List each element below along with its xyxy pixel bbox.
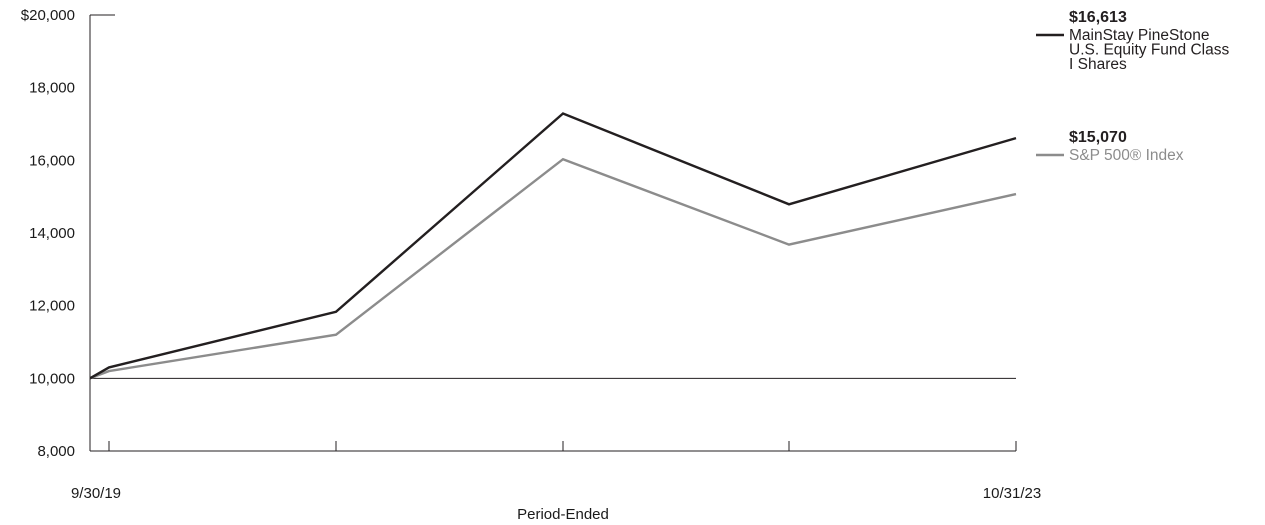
y-tick-label: 14,000 [29,225,75,242]
x-axis: 9/30/19 10/31/23 [71,441,1041,502]
y-tick-label: 16,000 [29,152,75,169]
y-tick-label: $20,000 [21,7,75,24]
legend-name-line: I Shares [1069,56,1127,73]
legend-name-line: MainStay PineStone [1069,27,1209,44]
x-tick-label: 10/31/23 [983,485,1041,502]
legend-name-line: S&P 500® Index [1069,147,1184,164]
y-axis: 8,000 10,000 12,000 14,000 16,000 18,000 $20,0… [21,7,1016,460]
y-tick-label: 10,000 [29,370,75,387]
x-tick-label: 9/30/19 [71,485,121,502]
series-line-1 [89,112,1017,380]
legend-value-1: $16,613 [1069,9,1127,26]
y-tick-label: 12,000 [29,298,75,315]
legend-name-line: U.S. Equity Fund Class [1069,42,1229,59]
y-tick-label: 18,000 [29,80,75,97]
x-axis-title: Period-Ended [517,506,609,523]
series-line-2 [89,157,1017,380]
y-tick-label: 8,000 [37,443,75,460]
legend-value-2: $15,070 [1069,129,1127,146]
series-lines [89,112,1017,380]
